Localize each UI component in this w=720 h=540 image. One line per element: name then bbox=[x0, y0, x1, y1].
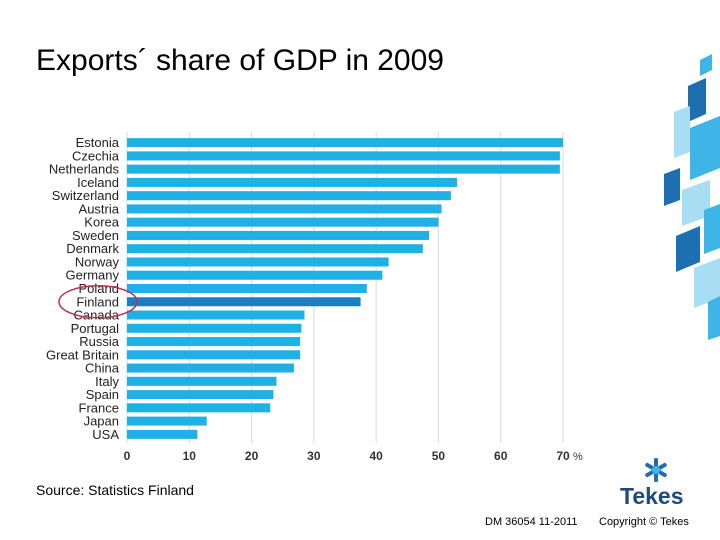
category-label: China bbox=[85, 361, 120, 376]
tekes-logo bbox=[612, 456, 702, 512]
decorative-cubes bbox=[664, 54, 720, 340]
category-label: Finland bbox=[76, 294, 119, 309]
x-tick-label: 50 bbox=[432, 449, 446, 463]
bar-usa bbox=[127, 429, 198, 439]
source-note: Source: Statistics Finland bbox=[36, 482, 194, 498]
category-label: Denmark bbox=[66, 241, 119, 256]
category-label: Norway bbox=[75, 254, 120, 269]
category-label: Germany bbox=[66, 268, 120, 283]
x-tick-label: 20 bbox=[245, 449, 259, 463]
category-label: Japan bbox=[84, 414, 119, 429]
bar-czechia bbox=[127, 151, 560, 161]
cube-shape bbox=[688, 78, 706, 122]
category-label: Portugal bbox=[71, 321, 120, 336]
x-tick-label: 30 bbox=[307, 449, 321, 463]
category-label: France bbox=[79, 400, 119, 415]
category-label: Spain bbox=[86, 387, 119, 402]
bar-netherlands bbox=[127, 164, 560, 174]
bar-spain bbox=[127, 390, 274, 400]
category-label: Estonia bbox=[76, 135, 120, 150]
bar-sweden bbox=[127, 230, 430, 240]
x-tick-label: 10 bbox=[183, 449, 197, 463]
category-label: Czechia bbox=[72, 148, 120, 163]
category-labels: EstoniaCzechiaNetherlandsIcelandSwitzerl… bbox=[46, 135, 120, 442]
x-unit-label: % bbox=[573, 451, 583, 463]
category-label: Poland bbox=[79, 281, 119, 296]
bar-russia bbox=[127, 337, 301, 347]
finland-highlight-ring bbox=[58, 285, 138, 319]
category-label: Italy bbox=[95, 374, 119, 389]
bar-france bbox=[127, 403, 271, 413]
bar-italy bbox=[127, 376, 277, 386]
bar-germany bbox=[127, 270, 383, 280]
cube-pattern bbox=[664, 54, 720, 340]
x-tick-label: 0 bbox=[124, 449, 131, 463]
cube-shape bbox=[682, 180, 710, 226]
x-tick-label: 70 bbox=[556, 449, 570, 463]
bar-japan bbox=[127, 416, 207, 426]
category-label: Great Britain bbox=[46, 347, 119, 362]
category-label: Korea bbox=[84, 215, 119, 230]
x-tick-label: 60 bbox=[494, 449, 508, 463]
bar-austria bbox=[127, 204, 442, 214]
bar-poland bbox=[127, 283, 367, 294]
cube-shape bbox=[664, 168, 680, 206]
cube-shape bbox=[704, 204, 720, 254]
x-tick-label: 40 bbox=[369, 449, 383, 463]
page-title: Exports´ share of GDP in 2009 bbox=[36, 44, 444, 77]
document-id: DM 36054 11-2011 bbox=[485, 516, 578, 528]
bar-finland bbox=[127, 297, 361, 307]
x-tick-labels: 0 10 20 30 40 50 60 70 bbox=[124, 449, 570, 463]
category-label: Russia bbox=[79, 334, 120, 349]
bar-iceland bbox=[127, 177, 458, 187]
tekes-wordmark: Tekes bbox=[620, 483, 684, 509]
tekes-star-icon bbox=[645, 458, 667, 482]
bar-norway bbox=[127, 257, 389, 267]
category-label: Sweden bbox=[72, 228, 119, 243]
category-label: USA bbox=[92, 427, 119, 442]
copyright: Copyright © Tekes bbox=[599, 516, 689, 528]
bar-china bbox=[127, 363, 294, 373]
bar-great-britain bbox=[127, 350, 301, 360]
cube-shape bbox=[700, 54, 712, 76]
cube-shape bbox=[674, 106, 690, 158]
category-label: Austria bbox=[79, 201, 120, 216]
cube-shape bbox=[694, 258, 720, 308]
bar-korea bbox=[127, 217, 439, 227]
category-label: Canada bbox=[73, 308, 119, 323]
bar-estonia bbox=[127, 138, 563, 148]
cube-shape bbox=[708, 296, 720, 340]
bar-denmark bbox=[127, 244, 423, 254]
category-label: Switzerland bbox=[52, 188, 119, 203]
exports-bar-chart: EstoniaCzechiaNetherlandsIcelandSwitzerl… bbox=[46, 132, 583, 463]
bar-portugal bbox=[127, 323, 302, 333]
cube-shape bbox=[690, 116, 720, 180]
category-label: Iceland bbox=[77, 175, 119, 190]
category-label: Netherlands bbox=[49, 162, 120, 177]
bar-switzerland bbox=[127, 191, 451, 201]
bar-canada bbox=[127, 310, 305, 320]
cube-shape bbox=[676, 226, 700, 272]
chart-bars bbox=[127, 138, 563, 439]
